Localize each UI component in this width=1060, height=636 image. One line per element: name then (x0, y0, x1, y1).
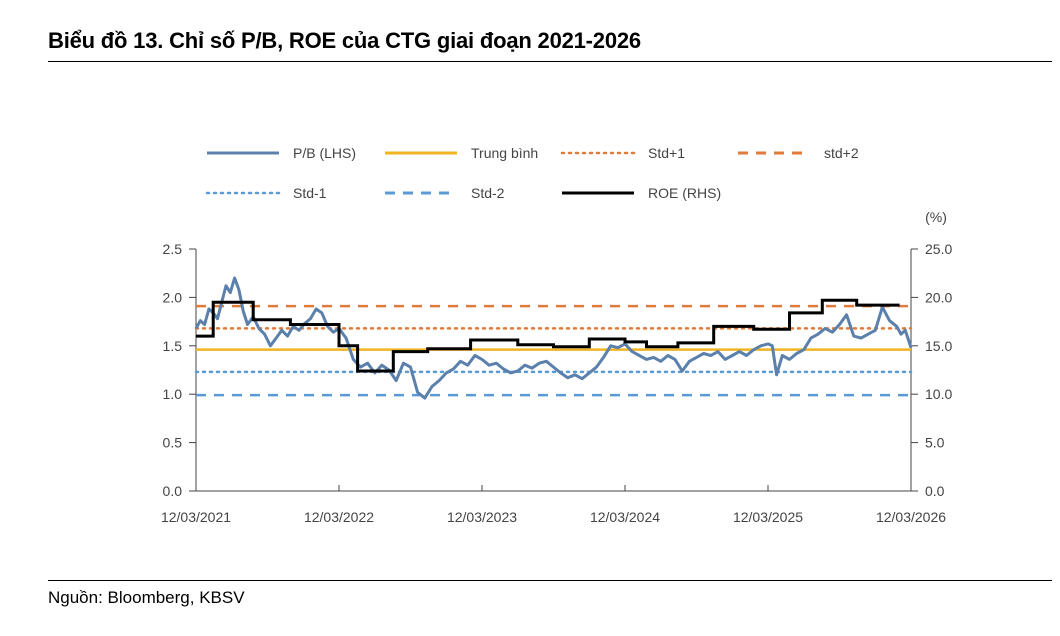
x-tick-label: 12/03/2022 (304, 509, 374, 525)
x-tick-label: 12/03/2023 (447, 509, 517, 525)
source-divider (48, 580, 1052, 581)
legend-label: Trung bình (471, 145, 538, 161)
reference-lines (194, 304, 913, 397)
series-group (194, 276, 913, 400)
title-divider (48, 61, 1052, 62)
left-tick-label: 2.5 (163, 241, 183, 257)
roe-step-line (196, 298, 900, 373)
axes: 0.0 0.5 1.0 1.5 2.0 2.5 0.0 5.0 10.0 15.0 20.0 25.0… (161, 241, 953, 525)
legend-item-std-plus-2: std+2 (738, 145, 859, 161)
legend-item-std-minus-2: Std-2 (385, 185, 505, 201)
right-tick-label: 10.0 (925, 386, 952, 402)
legend-item-std-plus-1: Std+1 (560, 145, 685, 161)
legend-item-mean: Trung bình (385, 145, 538, 161)
x-tick-label: 12/03/2024 (590, 509, 660, 525)
legend-label: ROE (RHS) (648, 185, 721, 201)
chart-title: Biểu đồ 13. Chỉ số P/B, ROE của CTG giai… (48, 28, 641, 53)
left-tick-label: 0.5 (163, 435, 183, 451)
right-tick-label: 25.0 (925, 241, 952, 257)
legend-label: Std+1 (648, 145, 685, 161)
pb-line (194, 276, 913, 400)
right-tick-label: 15.0 (925, 338, 952, 354)
left-tick-label: 1.5 (163, 338, 183, 354)
left-tick-label: 2.0 (163, 289, 183, 305)
legend-label: P/B (LHS) (293, 145, 356, 161)
source-note: Nguồn: Bloomberg, KBSV (48, 588, 245, 607)
x-tick-label: 12/03/2025 (733, 509, 803, 525)
x-tick-label: 12/03/2021 (161, 509, 231, 525)
legend-label: Std-2 (471, 185, 505, 201)
right-tick-label: 20.0 (925, 289, 952, 305)
legend-item-roe: ROE (RHS) (562, 185, 721, 201)
right-tick-label: 5.0 (925, 435, 945, 451)
legend: P/B (LHS) Trung bình Std+1 std+2 Std-1 Std-2 R… (205, 145, 859, 201)
right-axis-unit: (%) (925, 209, 947, 225)
x-tick-label: 12/03/2026 (876, 509, 946, 525)
left-tick-label: 0.0 (163, 483, 183, 499)
legend-label: Std-1 (293, 185, 327, 201)
left-tick-label: 1.0 (163, 386, 183, 402)
legend-label: std+2 (824, 145, 859, 161)
legend-item-std-minus-1: Std-1 (205, 185, 327, 201)
right-tick-label: 0.0 (925, 483, 945, 499)
pb-roe-chart: P/B (LHS) Trung bình Std+1 std+2 Std-1 Std-2 R… (161, 145, 953, 525)
legend-item-pb: P/B (LHS) (207, 145, 356, 161)
